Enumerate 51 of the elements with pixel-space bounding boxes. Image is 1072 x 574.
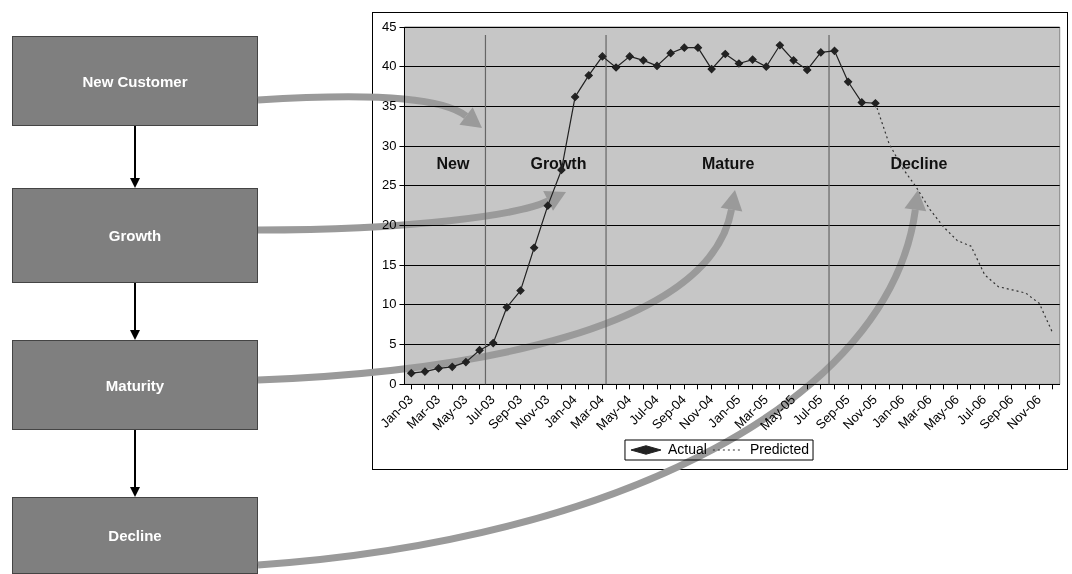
point (530, 243, 539, 252)
text: New Customer (12, 36, 258, 126)
point (639, 56, 648, 65)
y-tick-label: 45 (381, 18, 397, 34)
point (816, 48, 825, 57)
point (775, 41, 784, 50)
point (461, 357, 470, 367)
annotation: Decline (890, 154, 948, 172)
point (693, 43, 703, 52)
point (803, 65, 812, 74)
point (830, 46, 839, 55)
point (789, 56, 798, 65)
y-tick-label: 35 (381, 97, 397, 113)
point (625, 52, 634, 61)
point (734, 59, 744, 68)
point (871, 99, 880, 108)
text: Decline (12, 497, 258, 574)
point (652, 61, 662, 71)
point (516, 286, 525, 295)
point (543, 201, 552, 210)
point (448, 362, 457, 371)
point (502, 303, 511, 312)
y-tick-label: 25 (381, 177, 397, 193)
legend-label: Actual (667, 440, 707, 457)
point (748, 55, 757, 64)
point (721, 49, 730, 59)
point (434, 364, 443, 373)
text: Growth (12, 188, 258, 283)
point (707, 64, 716, 74)
y-tick-label: 40 (381, 58, 397, 74)
y-tick-label: 5 (389, 336, 397, 352)
y-tick-label: 30 (381, 137, 397, 153)
legend-label: Predicted (749, 440, 810, 457)
point (571, 92, 580, 101)
point (844, 77, 853, 86)
point (857, 98, 866, 107)
annotation: Mature (701, 154, 755, 172)
point (407, 369, 416, 378)
text: Maturity (12, 340, 258, 430)
point (762, 62, 771, 71)
point (584, 71, 593, 80)
point (666, 49, 675, 58)
point (489, 338, 498, 348)
point (420, 367, 430, 376)
point (680, 43, 689, 52)
y-tick-label: 0 (389, 375, 397, 391)
y-tick-label: 15 (381, 256, 397, 272)
annotation: New (436, 154, 470, 172)
point (475, 346, 484, 355)
y-tick-label: 10 (381, 296, 397, 312)
point (598, 52, 607, 61)
